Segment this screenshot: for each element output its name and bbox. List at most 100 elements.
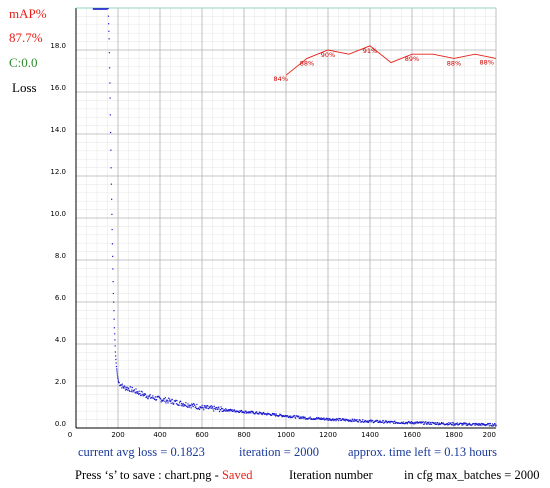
- loss-point: [193, 402, 195, 405]
- loss-point: [190, 405, 192, 407]
- loss-point: [233, 409, 235, 411]
- loss-point: [260, 412, 262, 414]
- loss-point: [188, 404, 190, 406]
- loss-point: [425, 421, 427, 423]
- loss-point: [274, 413, 276, 415]
- loss-point: [422, 421, 424, 424]
- loss-point: [133, 389, 136, 391]
- loss-point: [228, 409, 231, 411]
- loss-point: [155, 398, 158, 401]
- loss-point: [432, 421, 434, 424]
- loss-point: [144, 393, 147, 396]
- loss-point: [132, 391, 134, 393]
- loss-point: [461, 422, 464, 425]
- loss-point: [471, 424, 473, 426]
- loss-point: [114, 345, 116, 347]
- loss-point: [483, 423, 485, 425]
- x-tick-label: 200: [483, 431, 496, 439]
- loss-point: [488, 422, 490, 425]
- loss-point: [224, 410, 226, 412]
- x-tick-label: 1800: [445, 431, 463, 439]
- loss-point: [217, 406, 220, 408]
- loss-point: [196, 403, 198, 406]
- loss-point: [165, 402, 167, 404]
- loss-point: [110, 131, 112, 134]
- loss-point: [226, 410, 228, 412]
- loss-point: [203, 405, 205, 407]
- loss-point: [378, 420, 380, 422]
- loss-point: [327, 417, 329, 420]
- loss-point: [212, 408, 214, 410]
- loss-point: [201, 406, 203, 408]
- loss-point: [359, 419, 361, 421]
- loss-point: [456, 423, 458, 425]
- loss-point: [299, 416, 301, 418]
- loss-point: [220, 408, 223, 410]
- loss-point: [491, 425, 493, 427]
- loss-point: [245, 412, 247, 414]
- loss-point: [434, 423, 436, 426]
- loss-point: [111, 228, 113, 231]
- loss-point: [114, 333, 116, 335]
- loss-point: [233, 410, 235, 412]
- loss-point: [321, 418, 323, 421]
- loss-point: [120, 384, 122, 386]
- y-tick-label: 14.0: [50, 126, 66, 134]
- loss-point: [260, 413, 263, 415]
- loss-point: [304, 416, 306, 418]
- loss-point: [486, 424, 488, 426]
- loss-point: [454, 424, 456, 426]
- loss-point: [309, 417, 311, 419]
- loss-point: [136, 391, 139, 393]
- loss-point: [216, 406, 218, 409]
- loss-point: [204, 406, 206, 408]
- loss-point: [140, 394, 142, 397]
- loss-point: [273, 414, 275, 416]
- loss-point: [493, 424, 495, 426]
- loss-point: [275, 413, 277, 415]
- loss-point: [374, 420, 376, 423]
- loss-point: [115, 355, 117, 357]
- loss-point: [404, 422, 406, 425]
- loss-point: [261, 412, 263, 414]
- loss-point: [336, 419, 338, 421]
- loss-point: [346, 419, 349, 422]
- loss-point: [277, 415, 279, 417]
- chart-grid: [75, 7, 497, 429]
- loss-point: [401, 422, 403, 424]
- x-tick-label: 1200: [319, 431, 337, 439]
- loss-point: [218, 411, 221, 413]
- save-hint-text: Press ‘s’ to save : chart.png - Saved: [75, 468, 253, 483]
- loss-point: [137, 392, 139, 394]
- loss-point: [170, 400, 172, 402]
- loss-point: [253, 412, 255, 414]
- loss-point: [411, 421, 413, 423]
- loss-point: [335, 420, 337, 422]
- loss-point: [142, 395, 144, 397]
- loss-point: [180, 404, 182, 406]
- save-hint-prefix: Press ‘s’ to save : chart.png -: [75, 468, 222, 482]
- loss-point: [428, 421, 430, 423]
- loss-point: [406, 421, 408, 424]
- iteration-text: iteration = 2000: [239, 445, 319, 459]
- loss-point: [423, 423, 425, 425]
- loss-point: [451, 422, 454, 424]
- loss-point: [116, 370, 118, 372]
- loss-point: [329, 417, 331, 420]
- loss-point: [478, 423, 480, 425]
- loss-point: [256, 411, 258, 413]
- loss-point: [121, 387, 123, 389]
- loss-point: [369, 420, 371, 422]
- loss-point: [281, 415, 284, 417]
- loss-point: [136, 392, 138, 394]
- loss-point: [272, 413, 275, 415]
- loss-point: [347, 419, 349, 421]
- loss-point: [409, 421, 412, 423]
- loss-point: [249, 412, 251, 414]
- loss-point: [310, 418, 312, 420]
- loss-point: [297, 416, 299, 418]
- map-point-label: 91%: [363, 47, 377, 55]
- loss-point: [338, 420, 340, 422]
- loss-point: [258, 411, 260, 413]
- loss-point: [227, 409, 230, 411]
